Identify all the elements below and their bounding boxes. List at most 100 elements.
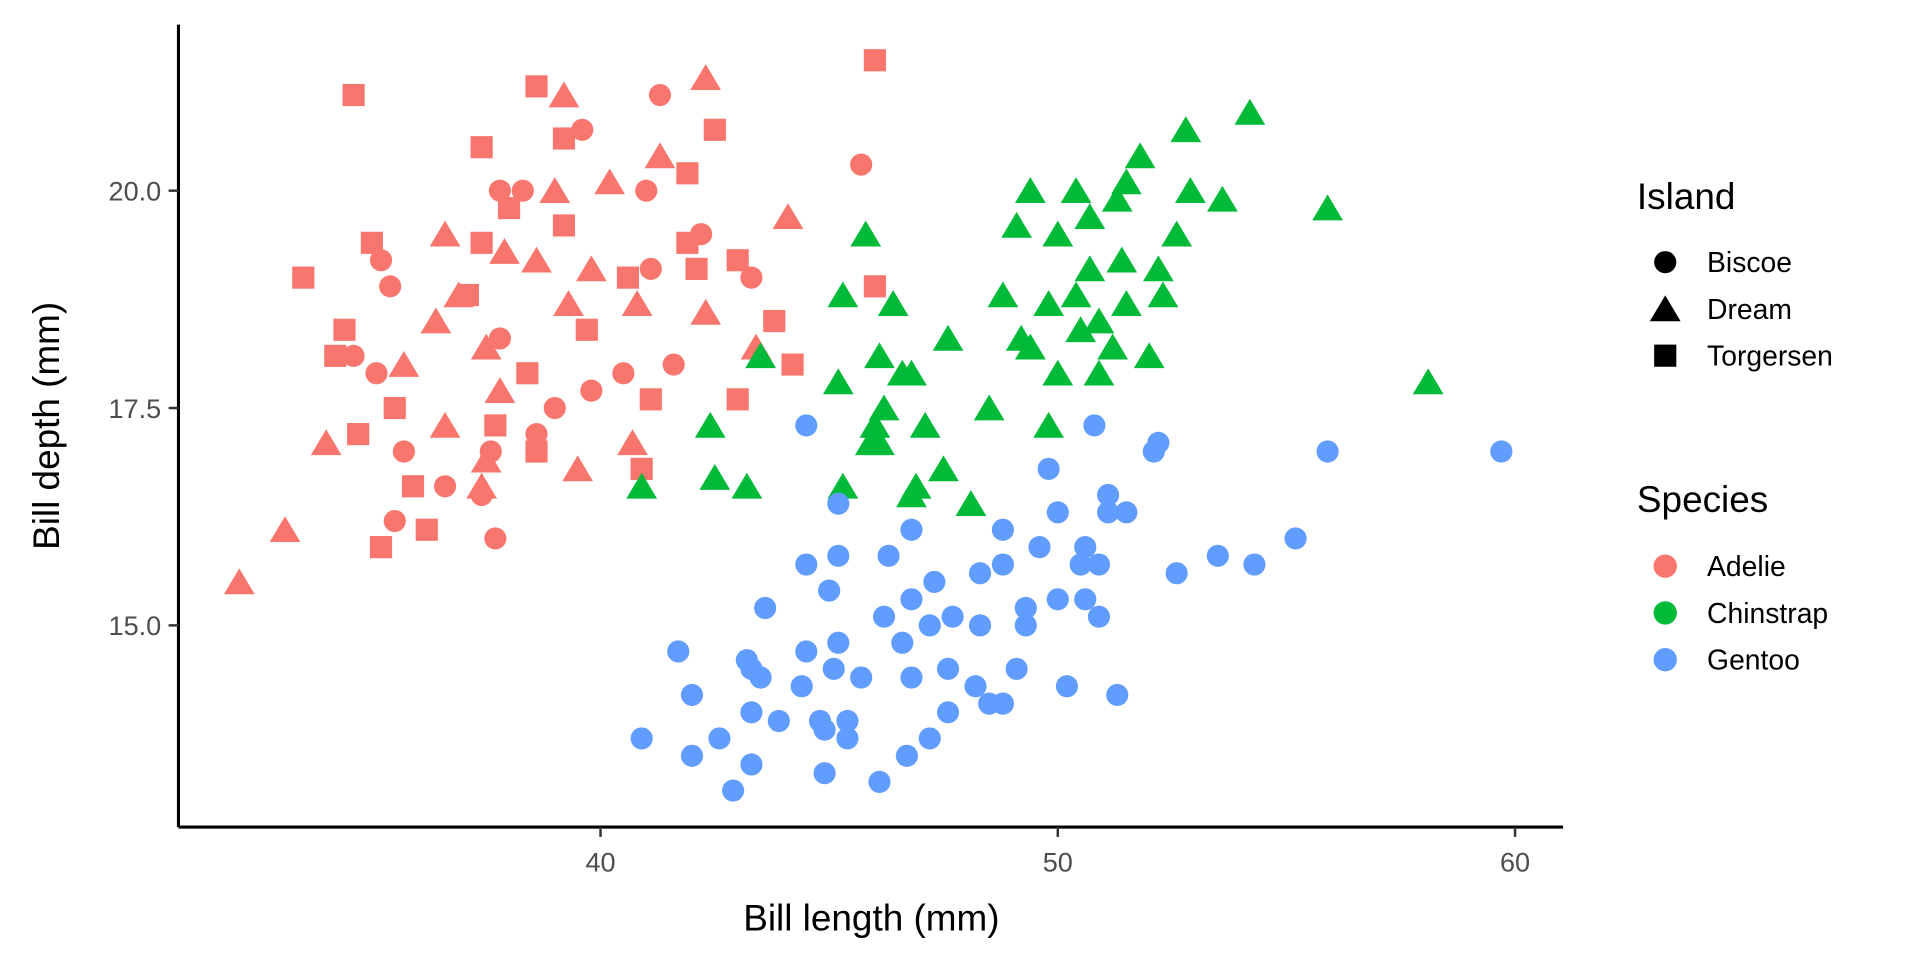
data-point-chinstrap — [1014, 177, 1046, 203]
data-point-chinstrap — [896, 359, 927, 386]
data-point-gentoo — [630, 727, 653, 750]
data-point-adelie — [863, 275, 886, 298]
data-point-gentoo — [895, 744, 918, 767]
legend-color-swatch-icon — [1653, 554, 1677, 578]
data-point-chinstrap — [731, 472, 763, 499]
legend-island-title: Island — [1637, 176, 1735, 217]
data-point-gentoo — [1046, 588, 1069, 611]
data-point-chinstrap — [955, 490, 987, 516]
data-point-adelie — [617, 429, 648, 456]
data-point-chinstrap — [827, 281, 859, 308]
x-tick-label: 60 — [1500, 846, 1530, 877]
data-point-chinstrap — [896, 481, 927, 508]
data-point-gentoo — [827, 631, 850, 654]
data-point-gentoo — [991, 518, 1014, 541]
data-point-chinstrap — [868, 394, 900, 421]
data-point-gentoo — [1206, 544, 1229, 567]
data-point-chinstrap — [745, 342, 776, 369]
data-point-gentoo — [749, 666, 772, 689]
data-point-chinstrap — [1133, 342, 1165, 369]
data-point-chinstrap — [1147, 281, 1179, 308]
data-point-gentoo — [767, 709, 790, 733]
data-point-chinstrap — [1005, 324, 1037, 351]
data-point-adelie — [562, 455, 594, 482]
data-point-gentoo — [680, 683, 704, 707]
data-point-adelie — [516, 362, 539, 385]
data-point-adelie — [521, 246, 552, 273]
data-point-adelie — [703, 118, 726, 141]
data-point-adelie — [639, 257, 662, 280]
data-point-gentoo — [827, 544, 850, 567]
legend-triangle-icon — [1649, 295, 1681, 322]
data-point-chinstrap — [859, 411, 891, 438]
data-point-adelie — [553, 290, 584, 317]
data-point-chinstrap — [877, 290, 909, 317]
axis-ticks: 40 50 60 15.0 17.5 20.0 — [109, 176, 1531, 878]
data-point-chinstrap — [932, 324, 964, 351]
data-point-gentoo — [1284, 527, 1307, 550]
data-point-gentoo — [1005, 657, 1028, 680]
data-point-adelie — [552, 214, 576, 237]
y-axis-title: Bill depth (mm) — [26, 302, 67, 550]
y-tick-label: 20.0 — [109, 176, 162, 207]
data-point-adelie — [662, 353, 685, 376]
data-point-gentoo — [740, 701, 763, 724]
data-point-gentoo — [813, 718, 836, 741]
data-point-chinstrap — [626, 472, 658, 499]
data-point-chinstrap — [827, 472, 859, 499]
data-point-chinstrap — [699, 464, 731, 490]
x-tick-label: 40 — [585, 846, 615, 877]
data-point-gentoo — [1490, 440, 1513, 463]
data-point-chinstrap — [1074, 255, 1106, 282]
data-point-adelie — [690, 64, 722, 90]
x-axis-title: Bill length (mm) — [743, 897, 999, 938]
data-point-chinstrap — [694, 411, 726, 438]
data-point-adelie — [525, 75, 548, 98]
data-point-gentoo — [900, 666, 923, 689]
data-point-adelie — [690, 298, 722, 325]
data-point-gentoo — [790, 675, 813, 698]
data-point-gentoo — [964, 675, 987, 698]
data-point-gentoo — [991, 692, 1014, 715]
data-point-chinstrap — [1042, 220, 1074, 247]
data-point-adelie — [644, 142, 676, 169]
data-point-gentoo — [1046, 501, 1069, 524]
data-point-chinstrap — [973, 394, 1005, 421]
data-point-adelie — [489, 237, 520, 264]
data-point-gentoo — [1014, 614, 1037, 637]
legend-color-swatch-icon — [1653, 648, 1677, 672]
data-point-adelie — [333, 318, 356, 341]
data-point-gentoo — [868, 770, 891, 793]
data-point-adelie — [470, 231, 493, 254]
data-point-gentoo — [1097, 501, 1120, 524]
legend-label-gentoo: Gentoo — [1707, 644, 1800, 676]
data-point-adelie — [850, 153, 873, 176]
data-point-chinstrap — [1110, 290, 1142, 317]
data-point-chinstrap — [909, 411, 941, 438]
data-point-gentoo — [827, 492, 850, 515]
data-point-adelie — [484, 377, 516, 403]
data-point-adelie — [388, 351, 420, 377]
data-point-adelie — [726, 388, 749, 411]
data-point-gentoo — [936, 701, 960, 724]
legend-label-adelie: Adelie — [1707, 550, 1786, 582]
legend-species: Species Adelie Chinstrap Gentoo — [1637, 479, 1828, 676]
data-point-gentoo — [740, 753, 763, 776]
data-point-adelie — [470, 446, 502, 473]
data-point-gentoo — [923, 570, 946, 593]
data-point-gentoo — [1037, 457, 1060, 480]
data-point-chinstrap — [1042, 359, 1074, 386]
data-point-chinstrap — [1083, 359, 1115, 386]
data-point-gentoo — [918, 727, 941, 750]
data-point-adelie — [466, 472, 498, 499]
data-point-adelie — [575, 255, 607, 282]
data-point-chinstrap — [1083, 307, 1115, 334]
y-tick-label: 17.5 — [109, 393, 162, 424]
data-point-adelie — [763, 310, 786, 333]
data-point-gentoo — [968, 562, 992, 585]
legend-square-icon — [1654, 344, 1677, 367]
data-point-chinstrap — [1001, 211, 1033, 238]
data-point-gentoo — [900, 588, 923, 611]
data-point-gentoo — [1069, 553, 1092, 576]
data-point-gentoo — [877, 544, 900, 567]
